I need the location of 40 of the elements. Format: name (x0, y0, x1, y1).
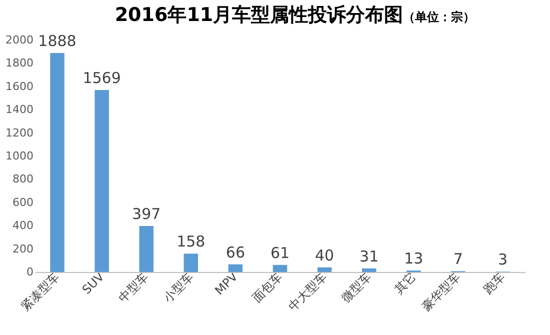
y-tick-label: 200 (12, 242, 34, 256)
bar (362, 268, 376, 272)
data-label: 66 (226, 243, 245, 262)
data-label: 397 (132, 204, 161, 223)
bar (184, 254, 198, 272)
y-tick-label: 1400 (6, 103, 34, 116)
data-label: 40 (315, 246, 334, 264)
y-tick-label: 0 (26, 266, 34, 278)
x-tick-label: 跑车 (480, 270, 508, 296)
data-label: 158 (176, 232, 206, 251)
bar (317, 267, 332, 272)
data-label: 1888 (38, 32, 76, 50)
y-tick-label: 600 (12, 196, 34, 209)
y-tick-label: 1800 (6, 56, 34, 70)
x-tick-label: 微型车 (338, 270, 374, 305)
chart-subtitle: （单位：宗） (403, 10, 476, 24)
y-tick-label: 400 (12, 219, 34, 232)
data-label: 7 (453, 250, 463, 268)
data-label: 61 (270, 244, 290, 262)
bar (50, 52, 64, 272)
bar (272, 264, 288, 272)
y-tick-label: 2000 (6, 34, 34, 46)
y-tick-label: 800 (12, 172, 34, 186)
bar (94, 90, 109, 272)
y-tick-label: 1200 (6, 126, 34, 140)
x-tick-label: 中大型车 (286, 270, 330, 314)
y-tick-label: 1600 (6, 80, 34, 93)
chart-title: 2016年11月车型属性投诉分布图 (114, 4, 404, 26)
x-tick-label: 中型车 (116, 270, 152, 305)
data-label: 13 (404, 249, 424, 268)
data-label: 31 (360, 247, 379, 266)
data-label: 3 (498, 250, 508, 269)
x-tick-label: 豪华型车 (419, 270, 464, 314)
x-tick-label: 其它 (392, 270, 419, 296)
data-label: 1569 (82, 68, 121, 87)
x-tick-label: 面包车 (250, 270, 285, 305)
y-tick-label: 1000 (6, 150, 34, 162)
bar (139, 226, 154, 272)
x-tick-label: 小型车 (160, 270, 196, 305)
bar (228, 264, 243, 272)
